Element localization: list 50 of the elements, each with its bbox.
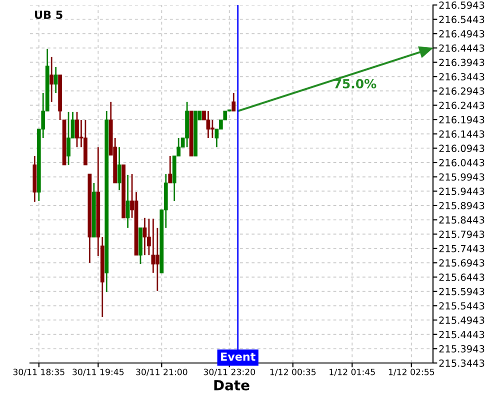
- annotation: 75.0%: [334, 78, 376, 88]
- y-tick-label: 215.7443: [439, 244, 484, 252]
- y-tick-label: 216.1443: [439, 130, 484, 138]
- y-tick-label: 215.9443: [439, 188, 484, 195]
- y-tick-label: 215.9943: [439, 173, 484, 181]
- x-tick-label: 30/11 18:35: [13, 368, 64, 376]
- candlestick: [126, 174, 130, 229]
- y-tick-label: 215.3443: [439, 359, 484, 367]
- y-tick-label: 215.4943: [439, 316, 484, 324]
- candlestick: [50, 56, 54, 103]
- candlestick: [54, 66, 58, 94]
- candlestick: [155, 227, 160, 292]
- annotation: Event: [221, 352, 256, 361]
- y-tick-label: 215.3943: [439, 345, 484, 353]
- candlestick: [75, 111, 79, 148]
- y-tick-label: 216.5443: [439, 16, 484, 24]
- y-tick-label: 215.7943: [439, 230, 484, 238]
- candlestick: [168, 155, 172, 184]
- candlestick: [206, 110, 210, 139]
- y-tick-label: 215.4443: [439, 330, 484, 338]
- x-axis-title: Date: [214, 380, 250, 390]
- y-tick-label: 216.4443: [439, 44, 484, 52]
- candlestick: [210, 119, 214, 139]
- candlestick: [142, 217, 147, 256]
- candlestick: [232, 92, 236, 112]
- x-tick-label: 1/12 01:45: [330, 368, 375, 376]
- y-tick-label: 215.8943: [439, 202, 484, 210]
- y-tick-label: 215.5943: [439, 288, 484, 296]
- candlestick: [151, 218, 156, 274]
- y-tick-label: 215.6443: [439, 274, 484, 281]
- y-tick-label: 216.3443: [439, 73, 484, 80]
- candlestick: [117, 146, 122, 191]
- y-tick-label: 216.3943: [439, 58, 484, 66]
- y-tick-label: 215.6943: [439, 259, 484, 267]
- y-tick-label: 216.0943: [439, 144, 484, 152]
- candlestick: [66, 111, 70, 166]
- y-tick-label: 216.2443: [439, 102, 484, 110]
- chart-title: UB 5: [35, 10, 62, 19]
- y-tick-label: 216.2943: [439, 87, 484, 95]
- x-tick-label: 30/11 21:00: [136, 368, 188, 376]
- x-tick-label: 1/12 02:55: [388, 368, 434, 376]
- y-tick-label: 216.0443: [439, 159, 484, 166]
- y-tick-label: 215.8443: [439, 216, 484, 224]
- y-tick-label: 215.5443: [439, 302, 484, 310]
- y-tick-label: 216.4943: [439, 30, 484, 38]
- y-tick-label: 216.5943: [439, 1, 484, 9]
- x-tick-label: 30/11 19:45: [72, 368, 124, 376]
- x-tick-label: 1/12 00:35: [270, 368, 316, 376]
- y-tick-label: 216.1943: [439, 116, 484, 124]
- x-tick-label: 30/11 23:20: [204, 368, 255, 376]
